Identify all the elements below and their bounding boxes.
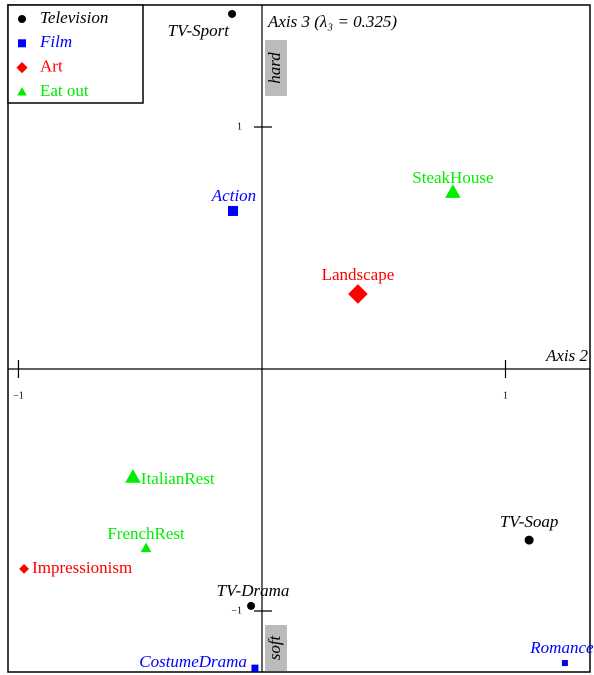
y-tick-label: −1 (231, 605, 242, 616)
legend-label: Film (39, 32, 72, 51)
point-label: Landscape (322, 265, 395, 284)
y-axis-label: Axis 3 (λ₃ = 0.325) (267, 12, 397, 31)
point (19, 564, 29, 574)
point (445, 184, 461, 198)
legend-box (7, 4, 144, 104)
soft-box (265, 625, 287, 671)
annotation: hard (265, 52, 284, 84)
point (228, 9, 237, 18)
legend-marker (16, 62, 28, 74)
point-label: Impressionism (32, 558, 132, 577)
point (228, 205, 239, 216)
legend-label: Television (40, 8, 108, 27)
legend-label: Eat out (40, 81, 89, 100)
point-label: ItalianRest (141, 469, 215, 488)
point-label: Action (211, 186, 256, 205)
point-label: FrenchRest (107, 524, 185, 543)
x-tick-label: 1 (503, 390, 508, 401)
point-label: CostumeDrama (139, 652, 247, 671)
point (251, 664, 259, 672)
x-tick-label: −1 (13, 390, 24, 401)
annotation: soft (265, 634, 284, 660)
point-label: TV-Drama (217, 581, 290, 600)
point (524, 535, 534, 545)
legend-label: Art (40, 57, 63, 76)
point-label: TV-Sport (168, 21, 231, 40)
point (561, 660, 568, 667)
legend-marker (18, 15, 26, 23)
hard-box (265, 40, 287, 96)
point-label: SteakHouse (412, 168, 493, 187)
point (125, 469, 141, 483)
point (247, 601, 256, 610)
x-axis-label: Axis 2 (545, 346, 589, 365)
legend-marker (18, 39, 26, 48)
point-label: Romance (529, 638, 594, 657)
point (140, 542, 152, 553)
point (348, 284, 368, 304)
point-label: TV-Soap (500, 512, 559, 531)
plot-frame (7, 4, 591, 673)
legend-marker (17, 87, 27, 96)
y-tick-label: 1 (237, 121, 242, 132)
